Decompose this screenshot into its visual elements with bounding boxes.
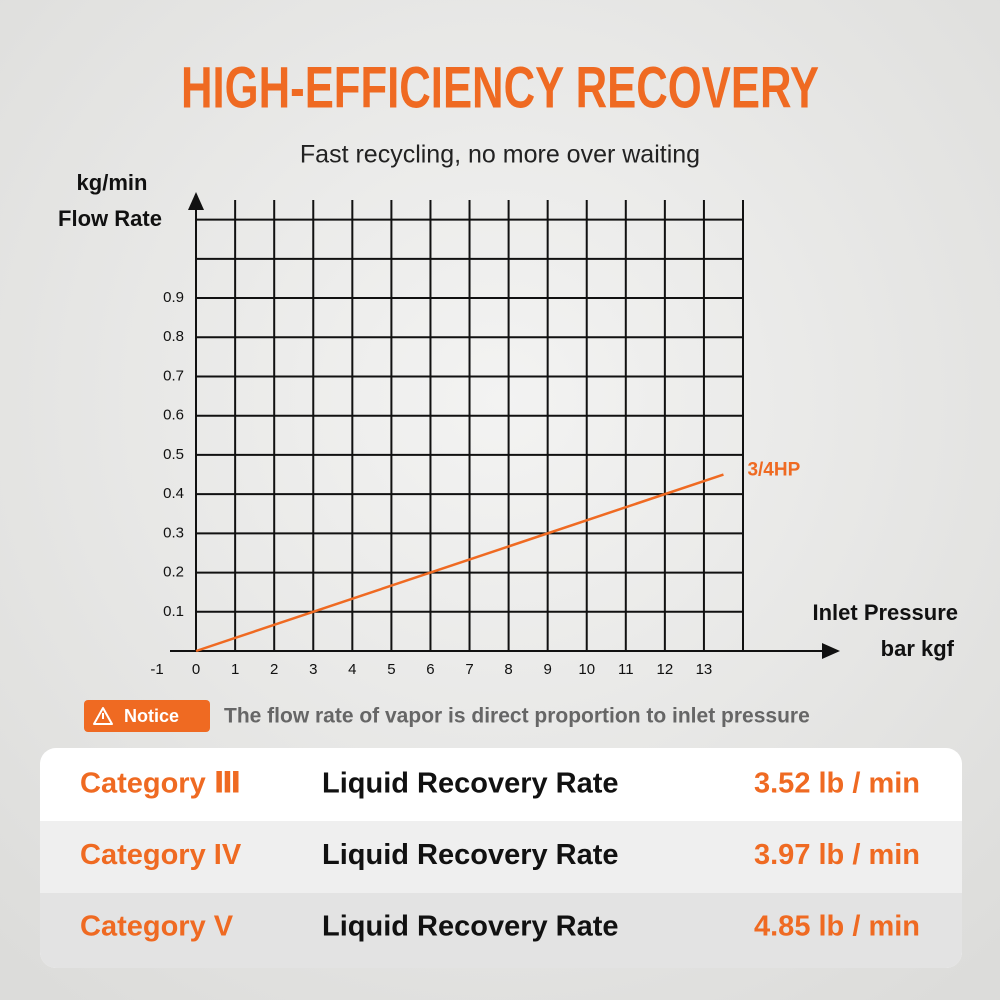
x-tick-label: 2	[270, 661, 278, 678]
x-tick-label: 11	[618, 661, 634, 678]
subtitle: Fast recycling, no more over waiting	[300, 141, 700, 169]
x-tick-label: -1	[150, 661, 163, 678]
x-tick-label: 7	[465, 661, 473, 678]
rate-table: Category Ⅲ Liquid Recovery Rate 3.52 lb / …	[40, 748, 962, 968]
rate-label: Liquid Recovery Rate	[322, 768, 619, 800]
x-axis-label: bar kgf	[881, 636, 955, 661]
x-tick-label: 4	[348, 661, 356, 678]
x-tick-label: 12	[657, 661, 674, 678]
series-label: 3/4HP	[747, 460, 800, 481]
x-tick-label: 8	[504, 661, 512, 678]
rate-label: Liquid Recovery Rate	[322, 839, 619, 871]
x-tick-label: 3	[309, 661, 317, 678]
rate-value: 3.97 lb / min	[754, 839, 920, 871]
table-row-bg	[40, 821, 962, 893]
rate-value: 4.85 lb / min	[754, 911, 920, 943]
y-tick-label: 0.6	[163, 407, 184, 424]
rate-value: 3.52 lb / min	[754, 768, 920, 800]
y-tick-label: 0.7	[163, 367, 184, 384]
warning-icon	[93, 707, 113, 725]
y-axis-label: Flow Rate	[58, 206, 162, 231]
y-tick-label: 0.2	[163, 564, 184, 581]
notice-badge-text: Notice	[124, 706, 179, 726]
table-row-bg	[40, 893, 962, 968]
x-tick-label: 6	[426, 661, 434, 678]
y-axis-label: kg/min	[77, 170, 148, 195]
y-tick-label: 0.9	[163, 289, 184, 306]
x-tick-label: 9	[543, 661, 551, 678]
x-axis-label: Inlet Pressure	[812, 600, 958, 625]
chart: 0.10.20.30.40.50.60.70.80.9-1 0 1 2 3 4 5 6 7 8 9 1…	[150, 200, 801, 678]
y-tick-label: 0.8	[163, 328, 184, 345]
x-tick-label: 13	[696, 661, 713, 678]
x-tick-label: 10	[578, 661, 595, 678]
x-tick-label: 1	[231, 661, 239, 678]
y-tick-label: 0.1	[163, 603, 184, 620]
category: Category Ⅲ	[80, 768, 241, 800]
notice-text: The flow rate of vapor is direct proport…	[224, 705, 810, 728]
title: HIGH-EFFICIENCY RECOVERY	[181, 55, 819, 120]
notice-badge	[84, 700, 210, 732]
category: Category IV	[80, 839, 242, 871]
y-tick-label: 0.4	[163, 485, 184, 502]
x-tick-label: 5	[387, 661, 395, 678]
category: Category V	[80, 911, 234, 943]
y-tick-label: 0.3	[163, 524, 184, 541]
x-tick-label: 0	[192, 661, 200, 678]
notice: Notice The flow rate of vapor is direct …	[84, 700, 810, 732]
y-tick-label: 0.5	[163, 446, 184, 463]
series-line	[195, 473, 724, 653]
rate-label: Liquid Recovery Rate	[322, 911, 619, 943]
